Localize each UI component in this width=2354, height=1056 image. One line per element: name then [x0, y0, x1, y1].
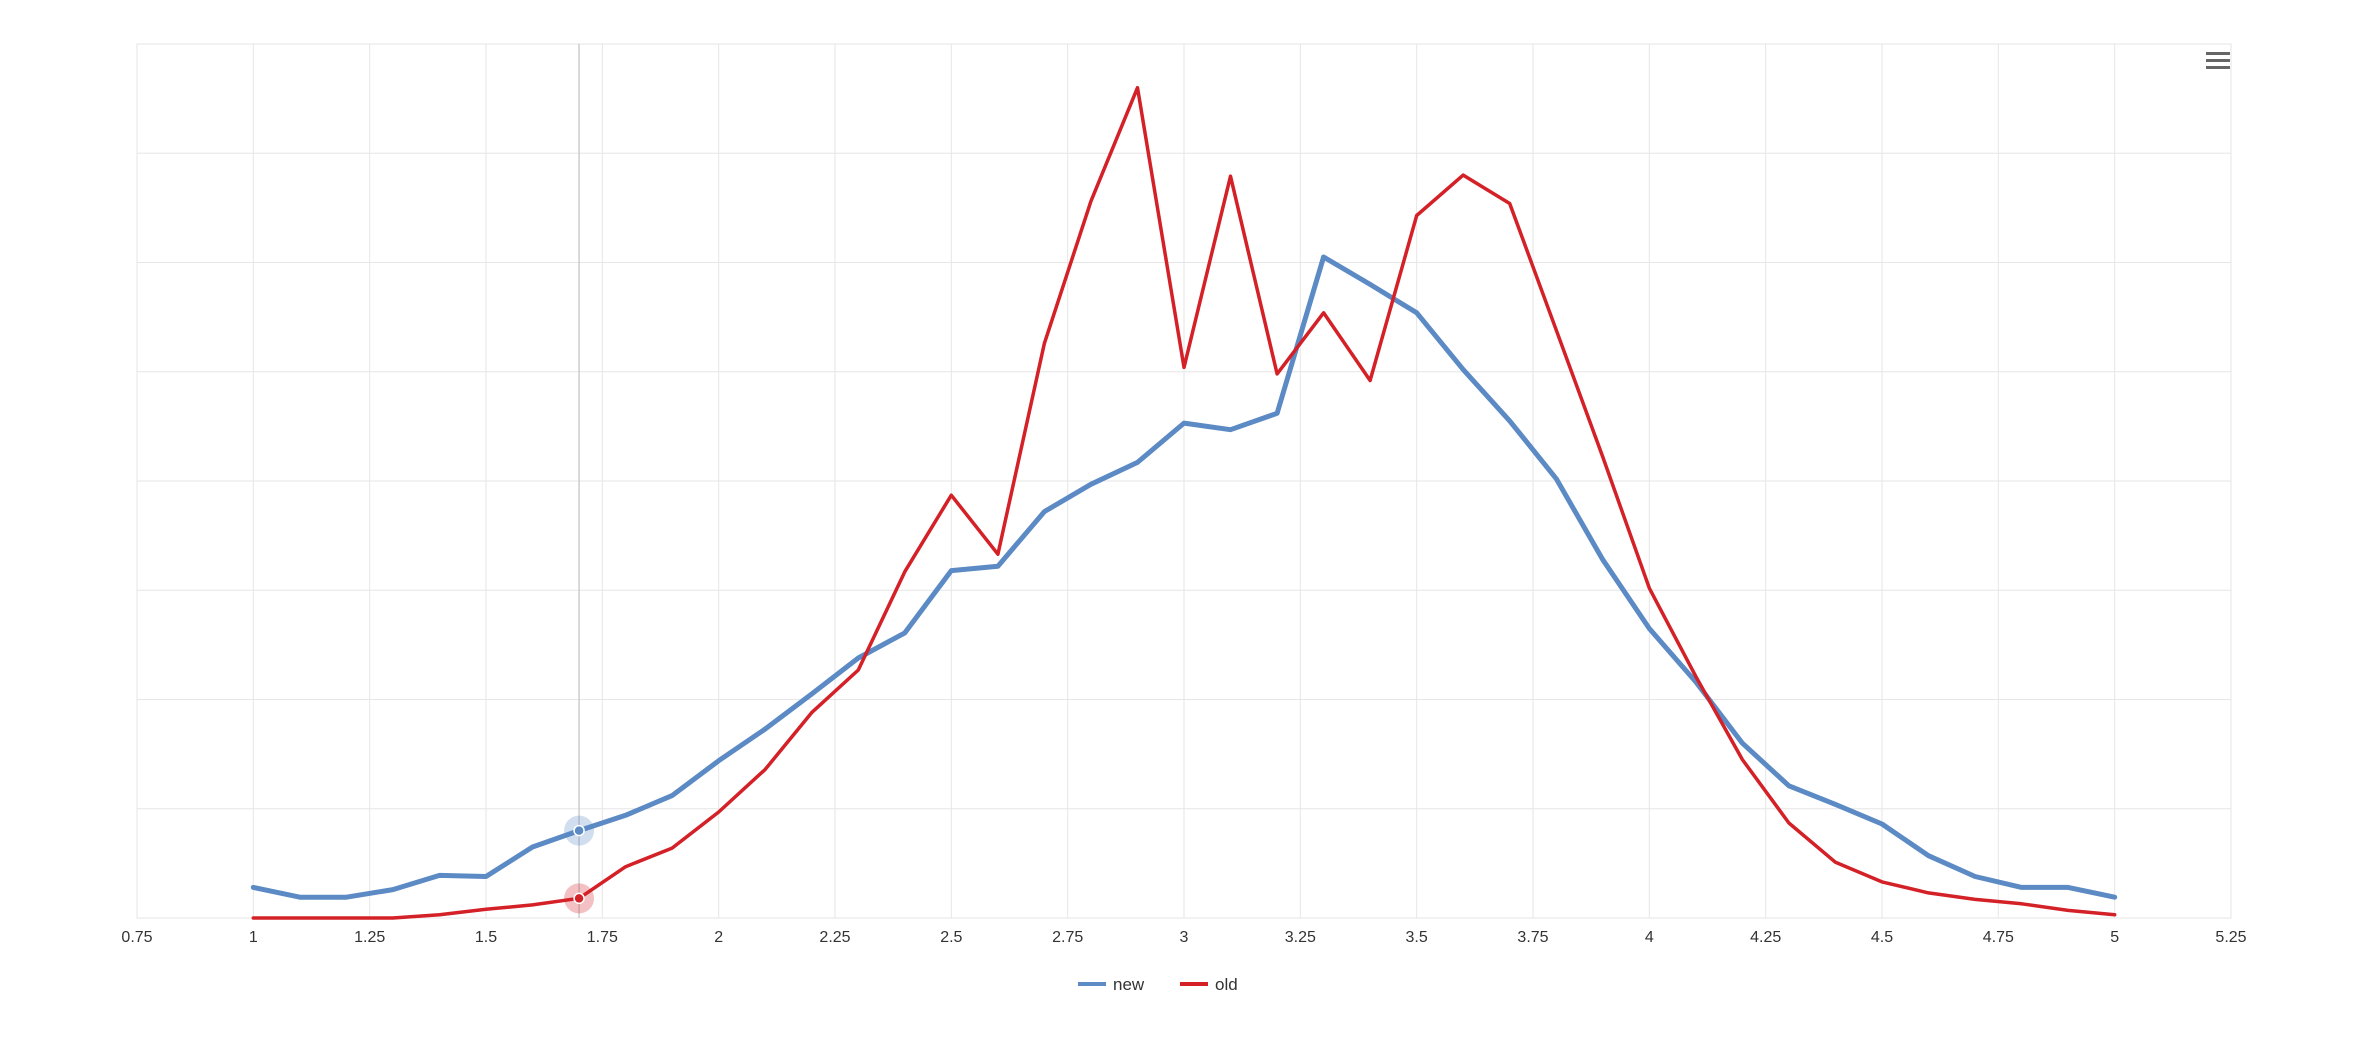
x-tick-label: 3	[1180, 929, 1189, 946]
legend[interactable]: new old	[1078, 975, 1238, 994]
x-tick-label: 2	[714, 929, 723, 946]
x-tick-label: 3.5	[1406, 929, 1428, 946]
legend-item-new[interactable]: new	[1078, 975, 1145, 994]
hover-markers	[564, 815, 595, 914]
data-point-old[interactable]	[573, 892, 585, 905]
x-tick-label: 5	[2110, 929, 2119, 946]
x-tick-label: 3.75	[1517, 929, 1548, 946]
x-axis-ticks: 0.75 1 1.25 1.5 1.75 2 2.25 2.5 2.75 3 3.25 3.5 3.75…	[121, 929, 2246, 946]
data-point-new[interactable]	[573, 824, 585, 837]
legend-label-new: new	[1113, 975, 1145, 994]
x-tick-label: 1.5	[475, 929, 497, 946]
x-tick-label: 2.5	[940, 929, 962, 946]
legend-label-old: old	[1215, 975, 1238, 994]
chart-menu-button[interactable]	[2206, 52, 2230, 69]
series-group	[250, 85, 2118, 920]
x-tick-label: 2.25	[819, 929, 850, 946]
x-tick-label: 4.75	[1983, 929, 2014, 946]
grid-lines	[136, 43, 2232, 919]
x-tick-label: 2.75	[1052, 929, 1083, 946]
x-tick-label: 4.5	[1871, 929, 1893, 946]
x-tick-label: 1	[249, 929, 258, 946]
x-tick-label: 0.75	[121, 929, 152, 946]
x-tick-label: 1.25	[354, 929, 385, 946]
x-tick-label: 4.25	[1750, 929, 1781, 946]
x-tick-label: 5.25	[2215, 929, 2246, 946]
x-tick-label: 4	[1645, 929, 1654, 946]
x-tick-label: 1.75	[587, 929, 618, 946]
legend-item-old[interactable]: old	[1180, 975, 1238, 994]
series-line-old[interactable]	[251, 85, 2117, 920]
hamburger-menu-icon	[2206, 52, 2230, 69]
x-tick-label: 3.25	[1285, 929, 1316, 946]
series-line-new[interactable]	[250, 254, 2118, 900]
